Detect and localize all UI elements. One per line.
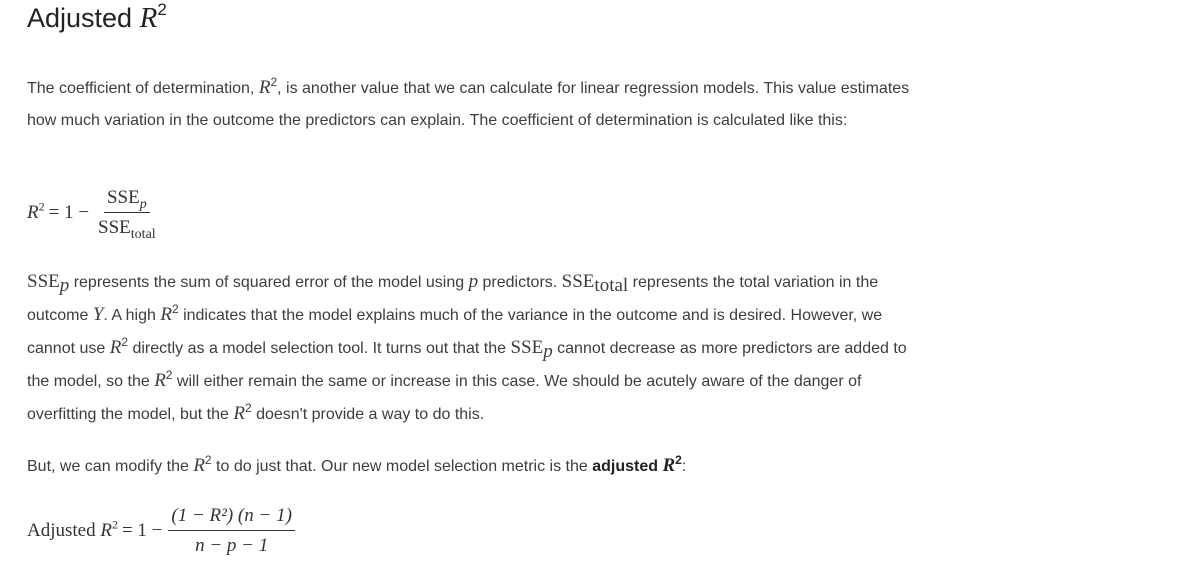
page-title: Adjusted R2	[27, 0, 167, 35]
lhs-word: Adjusted	[27, 520, 96, 541]
math-exp: 2	[121, 334, 129, 349]
math-r: R	[193, 455, 205, 476]
math-r: R	[154, 370, 166, 391]
sse-total: SSE	[561, 271, 595, 292]
fraction-denominator: SSEtotal	[95, 213, 159, 242]
explanation-paragraph: SSEp represents the sum of squared error…	[27, 266, 927, 431]
den-sse: SSE	[98, 217, 131, 238]
formula-equals: = 1 −	[121, 520, 163, 541]
adj-text-3: :	[681, 458, 687, 475]
title-variable: R	[139, 2, 158, 34]
lhs-var: R	[100, 520, 112, 541]
title-text: Adjusted	[27, 3, 133, 33]
math-exp: 2	[165, 367, 173, 382]
den-sub: total	[130, 226, 156, 242]
math-exp: 2	[270, 74, 278, 89]
sse-total-sub: total	[594, 275, 629, 297]
exp-text-9: doesn't provide a way to do this.	[251, 406, 485, 423]
intro-paragraph: The coefficient of determination, R2, is…	[27, 72, 927, 137]
intro-text-1: The coefficient of determination,	[27, 80, 259, 97]
exp-text-3: represents the total variation in the ou…	[27, 274, 879, 324]
num-sse: SSE	[106, 187, 140, 208]
math-p: p	[468, 271, 479, 292]
math-exp: 2	[204, 452, 212, 467]
r-squared-formula: R2 = 1 − SSEp SSEtotal	[27, 187, 159, 242]
adjusted-bold: adjusted	[592, 458, 659, 475]
sse: SSE	[27, 271, 60, 292]
sse-sub: p	[543, 341, 553, 363]
exp-text-7: cannot decrease as more predictors are a…	[27, 340, 907, 390]
exp-text-8: will either remain the same or increase …	[27, 373, 862, 423]
exp-text-2: predictors.	[478, 274, 562, 291]
formula-lhs: Adjusted R2	[27, 517, 118, 542]
math-r: R	[258, 77, 271, 98]
sse-sub: p	[59, 275, 70, 297]
lhs-var: R	[27, 202, 39, 223]
exp-text-4: . A high	[103, 307, 161, 324]
formula-lhs: R2	[27, 199, 45, 224]
lhs-exp: 2	[111, 517, 118, 532]
exp-text-1: represents the sum of squared error of t…	[69, 274, 469, 291]
title-exponent: 2	[157, 0, 167, 19]
fraction-numerator: (1 − R²) (n − 1)	[168, 505, 295, 531]
math-r: R	[109, 337, 122, 358]
math-r: R	[662, 455, 676, 476]
adj-text-2: to do just that. Our new model selection…	[211, 458, 593, 475]
sse: SSE	[510, 337, 544, 358]
exp-text-6: directly as a model selection tool. It t…	[128, 340, 511, 357]
fraction: SSEp SSEtotal	[95, 187, 159, 242]
math-r: R	[233, 403, 245, 424]
fraction-denominator: n − p − 1	[195, 535, 269, 556]
math-y: Y	[92, 304, 104, 325]
exp-text-5: indicates that the model explains much o…	[27, 307, 883, 357]
math-r: R	[160, 304, 172, 325]
lhs-exp: 2	[38, 199, 45, 214]
formula-equals: = 1 −	[48, 202, 90, 223]
intro-text-2: , is another value that we can calculate…	[27, 80, 910, 129]
math-exp: 2	[171, 301, 179, 316]
math-exp: 2	[675, 452, 682, 467]
fraction-numerator: SSEp	[103, 187, 150, 213]
adjusted-intro-paragraph: But, we can modify the R2 to do just tha…	[27, 450, 927, 483]
fraction: (1 − R²) (n − 1) n − p − 1	[168, 505, 295, 557]
adj-text-1: But, we can modify the	[27, 458, 194, 475]
num-sub: p	[139, 196, 147, 212]
adjusted-r-squared-formula: Adjusted R2 = 1 − (1 − R²) (n − 1) n − p…	[27, 505, 295, 557]
math-exp: 2	[244, 400, 252, 415]
